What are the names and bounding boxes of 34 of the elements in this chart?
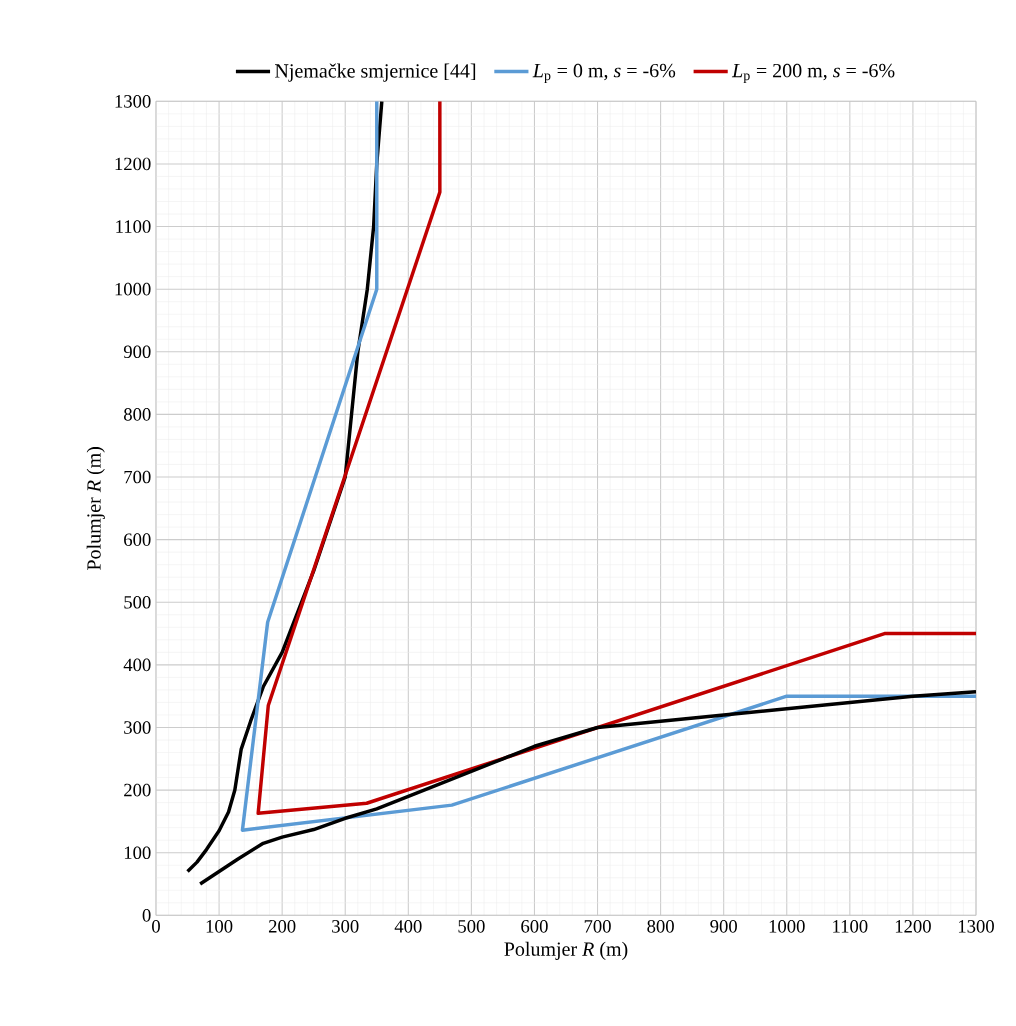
x-tick-label: 900 bbox=[710, 920, 737, 933]
x-tick-label: 1200 bbox=[895, 920, 931, 933]
y-tick-label: 0 bbox=[142, 909, 151, 922]
y-tick-label: 1200 bbox=[115, 157, 151, 171]
x-tick-label: 800 bbox=[647, 920, 674, 933]
x-tick-label: 500 bbox=[458, 920, 485, 933]
y-tick-label: 400 bbox=[123, 658, 151, 672]
y-tick-label: 1300 bbox=[115, 95, 151, 108]
y-tick-label: 900 bbox=[123, 345, 151, 359]
x-tick-label: 400 bbox=[394, 920, 422, 933]
y-tick-label: 200 bbox=[124, 783, 151, 797]
legend-label: L$_{p}$ = 0 m, s = -6% bbox=[532, 63, 676, 83]
y-tick-label: 1100 bbox=[116, 220, 151, 233]
x-tick-label: 600 bbox=[521, 920, 548, 933]
x-tick-label: 1100 bbox=[833, 920, 868, 933]
y-tick-label: 1000 bbox=[115, 282, 151, 296]
x-tick-label: 0 bbox=[152, 920, 160, 933]
x-axis-title: Polumjer R (m) bbox=[504, 941, 628, 960]
y-tick-label: 500 bbox=[124, 595, 151, 609]
y-tick-label: 800 bbox=[124, 408, 151, 421]
x-tick-label: 1000 bbox=[769, 920, 805, 933]
x-tick-label: 700 bbox=[584, 920, 611, 933]
y-axis-title: Polumjer R (m) bbox=[86, 447, 105, 570]
legend-label: L$_{p}$ = 200 m, s = -6% bbox=[731, 63, 895, 83]
y-tick-label: 300 bbox=[124, 721, 151, 734]
y-tick-label: 700 bbox=[124, 470, 151, 484]
legend-label: Njemačke smjernice [44] bbox=[275, 63, 476, 82]
y-tick-label: 600 bbox=[124, 533, 151, 546]
x-tick-label: 1300 bbox=[958, 920, 994, 933]
line-series bbox=[198, 690, 976, 886]
x-tick-label: 300 bbox=[332, 920, 359, 933]
x-tick-label: 200 bbox=[268, 920, 296, 933]
x-tick-label: 100 bbox=[206, 920, 233, 933]
y-tick-label: 100 bbox=[124, 846, 151, 860]
